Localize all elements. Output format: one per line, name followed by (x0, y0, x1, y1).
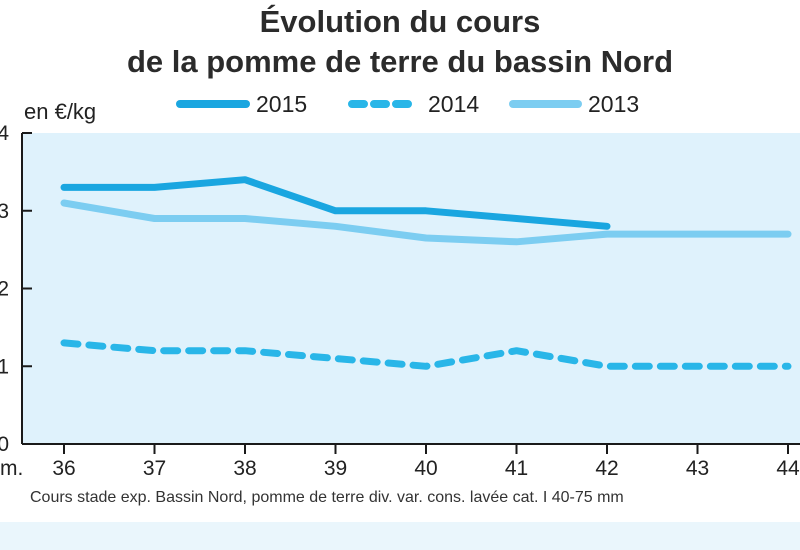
x-tick-label: 38 (233, 457, 256, 480)
legend-label-2015: 2015 (256, 91, 307, 117)
x-tick-label: 44 (776, 457, 800, 480)
y-tick-label: 3 (0, 200, 9, 223)
plot-background (22, 133, 800, 444)
series-line-2015 (60, 176, 611, 230)
y-axis-label: en €/kg (24, 99, 96, 124)
series-line-2014 (60, 339, 792, 370)
chart-title-line-1: Évolution du cours (259, 4, 541, 39)
x-tick-label: 37 (143, 457, 166, 480)
chart-title: Évolution du cours de la pomme de terre … (0, 2, 800, 82)
series-line-2013 (60, 199, 792, 246)
y-tick-label: 1 (0, 355, 9, 378)
chart-title-line-2: de la pomme de terre du bassin Nord (126, 44, 674, 79)
x-tick-label: 36 (52, 457, 75, 480)
x-tick-label: 40 (414, 457, 437, 480)
x-tick-label: 39 (324, 457, 347, 480)
y-tick-label: 4 (0, 122, 9, 145)
bottom-band (0, 522, 800, 550)
x-tick-label: 42 (595, 457, 618, 480)
y-tick-label: 2 (0, 278, 9, 301)
legend-label-2013: 2013 (588, 91, 639, 117)
x-tick-label: 43 (686, 457, 709, 480)
x-axis-label: m. (0, 457, 23, 480)
x-tick-label: 41 (505, 457, 528, 480)
y-tick-label: 0 (0, 433, 9, 456)
legend-label-2014: 2014 (428, 91, 479, 117)
source-note: Cours stade exp. Bassin Nord, pomme de t… (30, 489, 624, 506)
